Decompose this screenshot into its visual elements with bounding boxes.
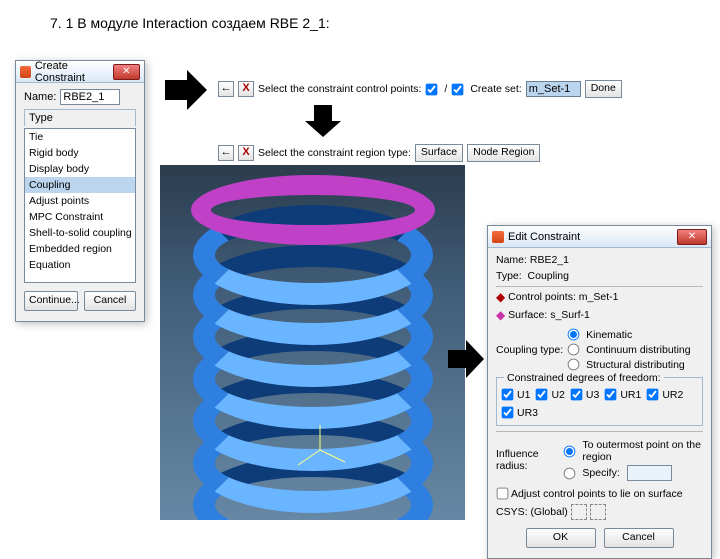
- dof-u3[interactable]: U3: [570, 388, 599, 401]
- app-icon: [20, 66, 31, 78]
- dof-legend: Constrained degrees of freedom:: [504, 372, 664, 384]
- csys-label: CSYS:: [496, 506, 528, 518]
- influence-label: Influence radius:: [496, 448, 559, 472]
- type-item-rigid-body[interactable]: Rigid body: [25, 145, 135, 161]
- ok-button[interactable]: OK: [526, 528, 596, 548]
- close-icon-edit[interactable]: ✕: [677, 229, 707, 245]
- type-item-mpc-constraint[interactable]: MPC Constraint: [25, 209, 135, 225]
- dof-ur3[interactable]: UR3: [501, 406, 538, 419]
- select-region-type-label: Select the constraint region type:: [258, 147, 411, 159]
- type-item-embedded-region[interactable]: Embedded region: [25, 241, 135, 257]
- surface-label: Surface:: [508, 309, 547, 321]
- continuum-label: Continuum distributing: [586, 344, 690, 356]
- edit-name-value: RBE2_1: [530, 254, 569, 266]
- node-region-button[interactable]: Node Region: [467, 144, 540, 162]
- create-set-label: Create set:: [470, 83, 521, 95]
- datum-triad-icon: [290, 420, 350, 480]
- kinematic-radio[interactable]: [568, 329, 580, 341]
- continuum-radio[interactable]: [568, 344, 580, 356]
- surface-button[interactable]: Surface: [415, 144, 463, 162]
- kinematic-label: Kinematic: [586, 329, 632, 341]
- individually-label: /: [444, 83, 447, 95]
- individually-checkbox[interactable]: [426, 83, 438, 95]
- dof-group: Constrained degrees of freedom: U1 U2 U3…: [496, 377, 703, 426]
- app-icon: [492, 231, 504, 243]
- dof-ur1[interactable]: UR1: [604, 388, 641, 401]
- type-item-shell-to-solid[interactable]: Shell-to-solid coupling: [25, 225, 135, 241]
- back-icon-2[interactable]: ←: [218, 145, 234, 161]
- name-label: Name:: [24, 91, 56, 103]
- set-name-input[interactable]: [526, 81, 581, 97]
- csys-edit-button[interactable]: [571, 504, 587, 520]
- select-control-points-label: Select the constraint control points:: [258, 83, 421, 95]
- type-item-equation[interactable]: Equation: [25, 257, 135, 273]
- csys-value: (Global): [530, 506, 567, 518]
- dialog-title-edit: Edit Constraint: [508, 231, 580, 243]
- back-icon[interactable]: ←: [218, 81, 234, 97]
- cancel-icon-2[interactable]: X: [238, 145, 254, 161]
- dof-u2[interactable]: U2: [535, 388, 564, 401]
- structural-label: Structural distributing: [586, 359, 685, 371]
- dialog-title: Create Constraint: [35, 60, 113, 84]
- cancel-button[interactable]: Cancel: [84, 291, 136, 311]
- close-icon[interactable]: ✕: [113, 64, 140, 80]
- cp-value: m_Set-1: [579, 291, 619, 303]
- cp-label: Control points:: [508, 291, 576, 303]
- dialog-titlebar-edit[interactable]: Edit Constraint ✕: [488, 226, 711, 248]
- create-constraint-dialog: Create Constraint ✕ Name: Type Tie Rigid…: [15, 60, 145, 322]
- create-set-checkbox[interactable]: [452, 83, 464, 95]
- edit-type-value: Coupling: [528, 270, 569, 282]
- influence-specify-input[interactable]: [627, 465, 672, 481]
- edit-type-label: Type:: [496, 270, 522, 282]
- dialog-titlebar[interactable]: Create Constraint ✕: [16, 61, 144, 83]
- name-input[interactable]: [60, 89, 120, 105]
- create-body: Name: Type Tie Rigid body Display body C…: [16, 83, 144, 321]
- cancel-button-edit[interactable]: Cancel: [604, 528, 674, 548]
- dof-u1[interactable]: U1: [501, 388, 530, 401]
- type-item-tie[interactable]: Tie: [25, 129, 135, 145]
- control-points-toolbar: ← X Select the constraint control points…: [218, 78, 622, 100]
- selected-surface[interactable]: [191, 175, 435, 245]
- influence-outermost-radio[interactable]: [564, 445, 576, 457]
- influence-outermost-label: To outermost point on the region: [582, 439, 703, 463]
- type-item-display-body[interactable]: Display body: [25, 161, 135, 177]
- coupling-type-label: Coupling type:: [496, 344, 563, 356]
- cancel-icon[interactable]: X: [238, 81, 254, 97]
- influence-specify-label: Specify:: [582, 467, 619, 479]
- edit-constraint-dialog: Edit Constraint ✕ Name: RBE2_1 Type: Cou…: [487, 225, 712, 559]
- done-button[interactable]: Done: [585, 80, 622, 98]
- dof-ur2[interactable]: UR2: [646, 388, 683, 401]
- surface-value: s_Surf-1: [550, 309, 590, 321]
- continue-button[interactable]: Continue...: [24, 291, 78, 311]
- surface-icon: ◆: [496, 308, 505, 322]
- type-listbox[interactable]: Tie Rigid body Display body Coupling Adj…: [24, 128, 136, 283]
- structural-radio[interactable]: [568, 359, 580, 371]
- csys-pick-button[interactable]: [590, 504, 606, 520]
- page-title: 7. 1 В модуле Interaction создаем RBE 2_…: [50, 15, 330, 31]
- adjust-label: Adjust control points to lie on surface: [511, 488, 683, 500]
- type-item-adjust-points[interactable]: Adjust points: [25, 193, 135, 209]
- viewport[interactable]: [160, 165, 465, 520]
- type-item-coupling[interactable]: Coupling: [25, 177, 135, 193]
- region-type-toolbar: ← X Select the constraint region type: S…: [218, 142, 540, 164]
- influence-specify-radio[interactable]: [564, 467, 576, 479]
- edit-name-label: Name:: [496, 254, 527, 266]
- type-label: Type: [24, 109, 136, 126]
- control-points-icon: ◆: [496, 290, 505, 304]
- edit-body: Name: RBE2_1 Type: Coupling ◆ Control po…: [488, 248, 711, 558]
- adjust-checkbox[interactable]: [497, 488, 509, 500]
